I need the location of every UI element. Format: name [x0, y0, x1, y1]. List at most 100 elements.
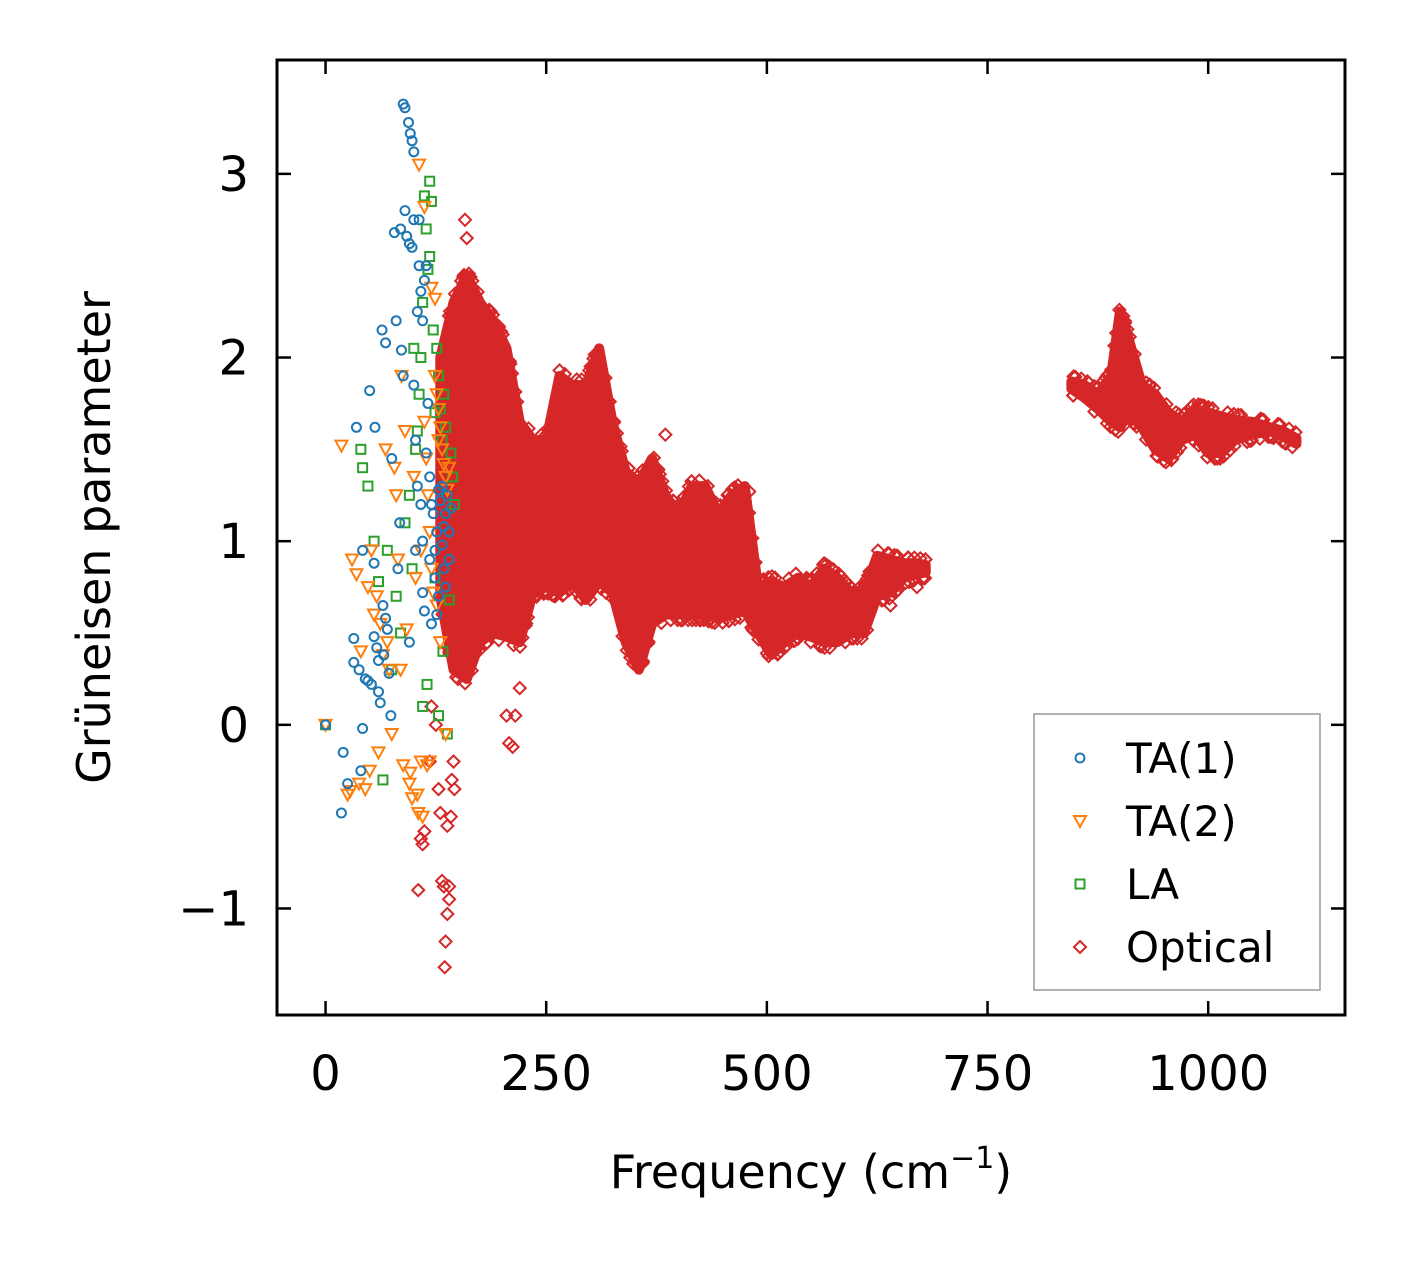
data-point [413, 388, 425, 400]
data-point [413, 214, 425, 226]
data-point [368, 557, 380, 569]
optical-point [1138, 375, 1154, 390]
data-point [355, 443, 367, 455]
data-point [370, 746, 387, 761]
optical-point [569, 372, 585, 387]
data-point [411, 480, 423, 492]
x-tick-label: 500 [721, 1046, 813, 1102]
optical-point [436, 879, 452, 894]
data-point [417, 587, 429, 599]
data-point [420, 260, 432, 272]
optical-point [1277, 435, 1293, 451]
optical-point [438, 934, 453, 949]
optical-point [700, 478, 716, 494]
optical-point [773, 644, 788, 659]
data-point [424, 554, 436, 566]
data-point [430, 434, 447, 449]
data-point [445, 502, 457, 514]
optical-point [435, 607, 450, 622]
x-axis-label-close: ) [994, 1145, 1012, 1199]
data-point [437, 728, 454, 743]
data-point [390, 553, 406, 568]
optical-point [525, 590, 541, 606]
data-point [411, 158, 427, 173]
optical-point [748, 554, 763, 570]
plot-frame [275, 58, 1347, 1017]
optical-point [650, 461, 666, 477]
data-point [355, 765, 367, 777]
optical-point [778, 639, 794, 655]
optical-point [598, 370, 613, 386]
optical-point [727, 611, 743, 627]
optical-point [557, 366, 573, 382]
data-point [429, 572, 441, 584]
data-point [377, 599, 389, 611]
data-point [443, 594, 455, 606]
optical-point [514, 630, 530, 646]
data-point [406, 470, 422, 485]
data-point [416, 200, 433, 216]
data-point [368, 631, 380, 643]
optical-point [862, 564, 877, 579]
data-point [383, 667, 395, 679]
y-tick-label: −1 [178, 881, 249, 937]
data-point [440, 581, 452, 593]
data-point [420, 489, 436, 504]
data-point [350, 421, 362, 433]
data-point [395, 759, 411, 774]
optical-point [741, 505, 757, 521]
optical-point [831, 566, 847, 582]
optical-point [883, 598, 898, 613]
data-point [417, 700, 429, 712]
optical-point [658, 483, 674, 498]
optical-point [1149, 448, 1165, 464]
data-point [376, 324, 388, 336]
data-point [443, 526, 455, 538]
optical-point [470, 284, 486, 300]
legend-marker [1074, 752, 1086, 764]
optical-point [859, 622, 875, 638]
data-point [342, 784, 358, 800]
optical-point [818, 557, 834, 573]
data-point [418, 605, 430, 617]
optical-point [613, 439, 628, 454]
optical-point [1253, 411, 1268, 427]
data-point [433, 590, 445, 602]
x-tick-label: 0 [310, 1046, 341, 1102]
optical-point [1266, 430, 1281, 446]
optical-point [805, 571, 820, 587]
data-point [406, 135, 418, 147]
optical-point [630, 468, 646, 484]
optical-point [890, 548, 905, 564]
data-point [377, 774, 389, 786]
data-point [392, 663, 409, 678]
data-point [385, 710, 397, 722]
data-point [394, 517, 406, 529]
optical-point [843, 579, 859, 595]
optical-point [901, 574, 917, 590]
optical-point [822, 640, 838, 656]
legend-label: TA(1) [1125, 734, 1237, 783]
data-point [418, 452, 434, 467]
optical-point [481, 302, 497, 318]
data-point [423, 281, 440, 296]
data-point [399, 517, 411, 529]
data-point [364, 385, 376, 397]
optical-point [1122, 411, 1138, 427]
optical-point [887, 547, 902, 563]
optical-point [439, 818, 455, 834]
optical-point [446, 754, 461, 769]
data-point [388, 489, 404, 504]
y-tick-label: 2 [218, 331, 249, 387]
x-tick-label: 250 [500, 1046, 592, 1102]
optical-point [751, 632, 767, 647]
data-point [429, 388, 445, 403]
optical-point [1126, 416, 1142, 432]
x-axis-label-text: Frequency (cm [610, 1145, 950, 1199]
y-tick-label: 0 [218, 698, 249, 754]
optical-point [539, 421, 555, 437]
optical-point [459, 230, 475, 246]
data-point [414, 810, 431, 825]
optical-point [781, 571, 797, 586]
optical-point [614, 443, 630, 459]
